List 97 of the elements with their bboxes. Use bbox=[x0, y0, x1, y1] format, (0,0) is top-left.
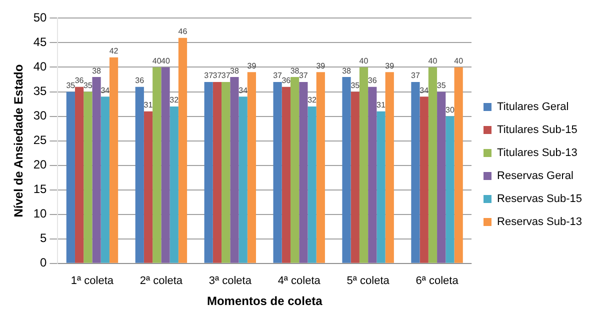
data-label: 38 bbox=[290, 66, 300, 76]
data-label: 35 bbox=[66, 80, 76, 90]
data-label: 36 bbox=[135, 76, 145, 86]
data-label: 40 bbox=[359, 56, 369, 66]
data-label: 40 bbox=[152, 56, 162, 66]
bar bbox=[376, 111, 386, 263]
data-label: 32 bbox=[170, 96, 180, 105]
bar bbox=[420, 96, 428, 263]
data-label: 37 bbox=[221, 71, 231, 80]
data-label: 38 bbox=[92, 66, 102, 76]
data-label: 36 bbox=[282, 76, 292, 86]
data-label: 37 bbox=[298, 71, 308, 80]
legend-label: Reservas Sub-15 bbox=[497, 193, 582, 206]
y-tick-label: 0 bbox=[40, 256, 48, 270]
bar bbox=[212, 82, 222, 263]
x-tick-label: 1ª coleta bbox=[70, 275, 114, 288]
data-label: 40 bbox=[161, 56, 170, 66]
x-tick-label: 5ª coleta bbox=[346, 275, 390, 288]
x-axis-title: Momentos de coleta bbox=[206, 294, 323, 308]
x-tick-label: 2ª coleta bbox=[140, 275, 184, 288]
data-label: 37 bbox=[273, 71, 283, 80]
bar bbox=[170, 106, 178, 263]
bar bbox=[178, 38, 188, 263]
bar bbox=[385, 72, 394, 263]
bar bbox=[359, 67, 368, 263]
y-tick-label: 10 bbox=[33, 206, 48, 221]
x-tick-label: 4ª coleta bbox=[278, 275, 322, 288]
data-label: 40 bbox=[454, 56, 464, 66]
bar bbox=[454, 67, 463, 263]
bar bbox=[135, 86, 144, 263]
y-tick-label: 35 bbox=[33, 84, 48, 98]
data-label: 35 bbox=[350, 80, 360, 90]
bar bbox=[299, 82, 308, 263]
data-label: 36 bbox=[74, 76, 84, 86]
data-label: 36 bbox=[368, 76, 378, 86]
y-tick-label: 5 bbox=[40, 231, 48, 246]
bar bbox=[368, 86, 377, 263]
legend-label: Reservas Geral bbox=[497, 170, 574, 182]
data-label: 39 bbox=[316, 61, 326, 70]
data-label: 38 bbox=[342, 66, 352, 76]
bar bbox=[350, 92, 360, 263]
y-axis-title: Nível de Ansiedade Estado bbox=[12, 64, 26, 218]
bar bbox=[273, 82, 282, 263]
data-label: 35 bbox=[83, 80, 93, 90]
data-label: 39 bbox=[247, 61, 257, 70]
data-label: 39 bbox=[385, 61, 395, 70]
x-tick-label: 3ª coleta bbox=[208, 275, 252, 288]
data-label: 31 bbox=[144, 100, 154, 110]
y-tick-label: 50 bbox=[33, 10, 48, 25]
data-label: 37 bbox=[411, 71, 420, 80]
bar bbox=[282, 86, 290, 263]
bar bbox=[204, 82, 213, 263]
y-tick-label: 40 bbox=[33, 60, 48, 74]
bar bbox=[74, 86, 84, 263]
bar bbox=[109, 57, 118, 263]
y-tick-label: 20 bbox=[33, 158, 48, 172]
legend-label: Titulares Sub-13 bbox=[497, 147, 578, 160]
data-label: 35 bbox=[436, 80, 446, 90]
bar bbox=[100, 96, 110, 263]
legend-label: Titulares Sub-15 bbox=[497, 124, 578, 136]
data-label: 38 bbox=[230, 66, 240, 76]
bar bbox=[230, 77, 239, 263]
data-label: 42 bbox=[109, 46, 119, 56]
data-label: 34 bbox=[420, 86, 430, 95]
bar bbox=[290, 77, 300, 263]
data-label: 34 bbox=[238, 86, 248, 95]
data-label: 37 bbox=[212, 71, 222, 80]
data-label: 31 bbox=[376, 100, 386, 110]
y-tick-label: 15 bbox=[33, 182, 48, 196]
bar bbox=[316, 72, 325, 263]
bar bbox=[161, 67, 170, 263]
y-tick-label: 45 bbox=[33, 35, 48, 50]
bar bbox=[446, 116, 454, 263]
data-label: 40 bbox=[428, 56, 438, 66]
bar bbox=[247, 72, 256, 263]
bar bbox=[411, 82, 420, 263]
data-label: 46 bbox=[178, 27, 188, 36]
data-label: 30 bbox=[446, 105, 455, 114]
bar bbox=[428, 67, 438, 263]
bar bbox=[92, 77, 101, 263]
x-tick-label: 6ª coleta bbox=[416, 275, 460, 288]
legend-label: Reservas Sub-13 bbox=[497, 216, 582, 228]
bar bbox=[66, 92, 75, 263]
bar bbox=[222, 82, 230, 263]
data-label: 32 bbox=[308, 96, 318, 105]
bar bbox=[84, 92, 92, 263]
bar bbox=[308, 106, 316, 263]
data-label: 37 bbox=[204, 71, 214, 80]
bar bbox=[342, 77, 351, 263]
bar bbox=[238, 96, 248, 263]
y-tick-label: 30 bbox=[33, 108, 48, 123]
legend-label: Titulares Geral bbox=[497, 101, 569, 114]
bar bbox=[144, 111, 153, 263]
y-tick-label: 25 bbox=[33, 133, 48, 148]
bar bbox=[437, 92, 446, 263]
data-label: 34 bbox=[100, 86, 110, 95]
bar bbox=[152, 67, 162, 263]
